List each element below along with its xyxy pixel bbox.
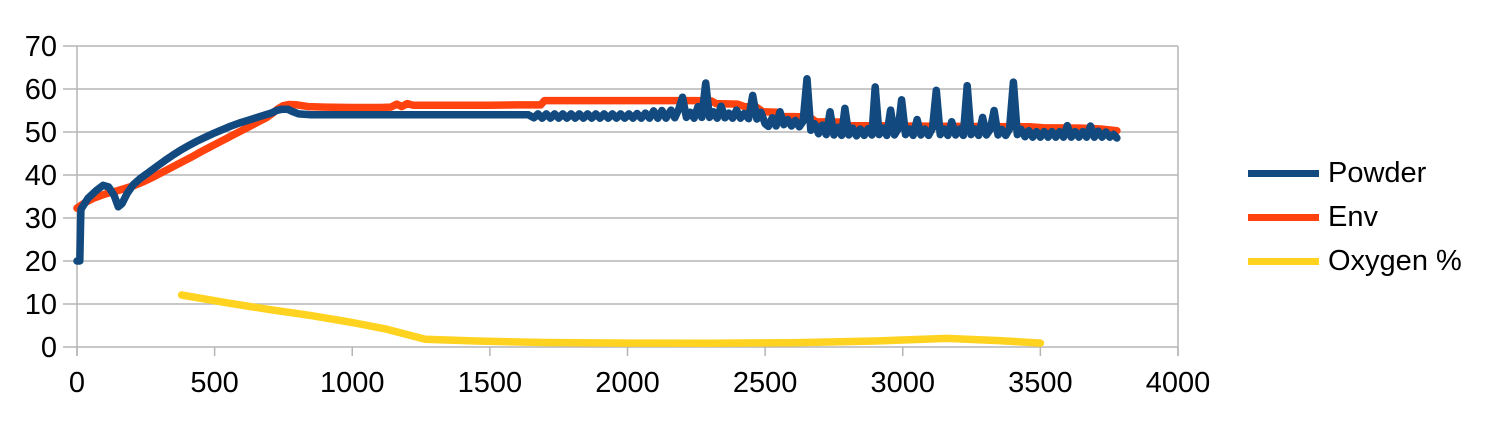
y-tick-label-30: 30 xyxy=(25,203,57,235)
x-tick-label-2500: 2500 xyxy=(733,367,798,399)
legend-line-powder-swatch xyxy=(1248,169,1319,177)
x-tick-label-4000: 4000 xyxy=(1146,367,1211,399)
x-tick-label-3500: 3500 xyxy=(1008,367,1073,399)
legend-item-oxygen: Oxygen % xyxy=(1248,239,1462,283)
y-tick-label-0: 0 xyxy=(41,332,57,364)
y-tick-label-70: 70 xyxy=(25,31,57,63)
x-tick-label-2000: 2000 xyxy=(595,367,660,399)
legend-label-powder: Powder xyxy=(1328,156,1427,189)
y-tick-label-20: 20 xyxy=(25,246,57,278)
x-tick-label-0: 0 xyxy=(69,367,85,399)
series-line-oxygen xyxy=(177,291,1045,348)
x-tick-label-500: 500 xyxy=(190,367,238,399)
y-tick-label-50: 50 xyxy=(25,117,57,149)
legend-line-env-swatch xyxy=(1248,213,1319,221)
y-tick-label-10: 10 xyxy=(25,289,57,321)
legend-label-oxygen: Oxygen % xyxy=(1328,244,1462,277)
legend-item-env: Env xyxy=(1248,195,1462,239)
y-tick-label-60: 60 xyxy=(25,74,57,106)
x-tick-label-3000: 3000 xyxy=(870,367,935,399)
x-tick-label-1000: 1000 xyxy=(320,367,385,399)
legend-item-powder: Powder xyxy=(1248,151,1462,195)
legend-line-oxygen-swatch xyxy=(1248,257,1319,265)
series-line-powder xyxy=(73,74,1121,265)
y-tick-label-40: 40 xyxy=(25,160,57,192)
legend-label-env: Env xyxy=(1328,200,1378,233)
legend: Powder Env Oxygen % xyxy=(1248,151,1462,283)
x-tick-label-1500: 1500 xyxy=(458,367,523,399)
